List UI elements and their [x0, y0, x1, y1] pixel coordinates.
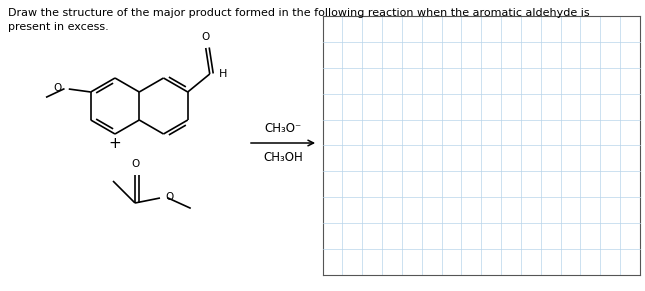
Text: +: + — [108, 136, 121, 150]
Text: O: O — [54, 83, 62, 93]
Text: O: O — [131, 159, 139, 169]
Text: O: O — [165, 192, 174, 202]
Text: O: O — [202, 32, 210, 42]
Text: present in excess.: present in excess. — [8, 22, 109, 32]
Text: CH₃O⁻: CH₃O⁻ — [264, 122, 302, 135]
Text: Draw the structure of the major product formed in the following reaction when th: Draw the structure of the major product … — [8, 8, 590, 18]
Text: H: H — [219, 69, 227, 79]
Text: CH₃OH: CH₃OH — [263, 151, 303, 164]
Bar — [322, 16, 640, 275]
